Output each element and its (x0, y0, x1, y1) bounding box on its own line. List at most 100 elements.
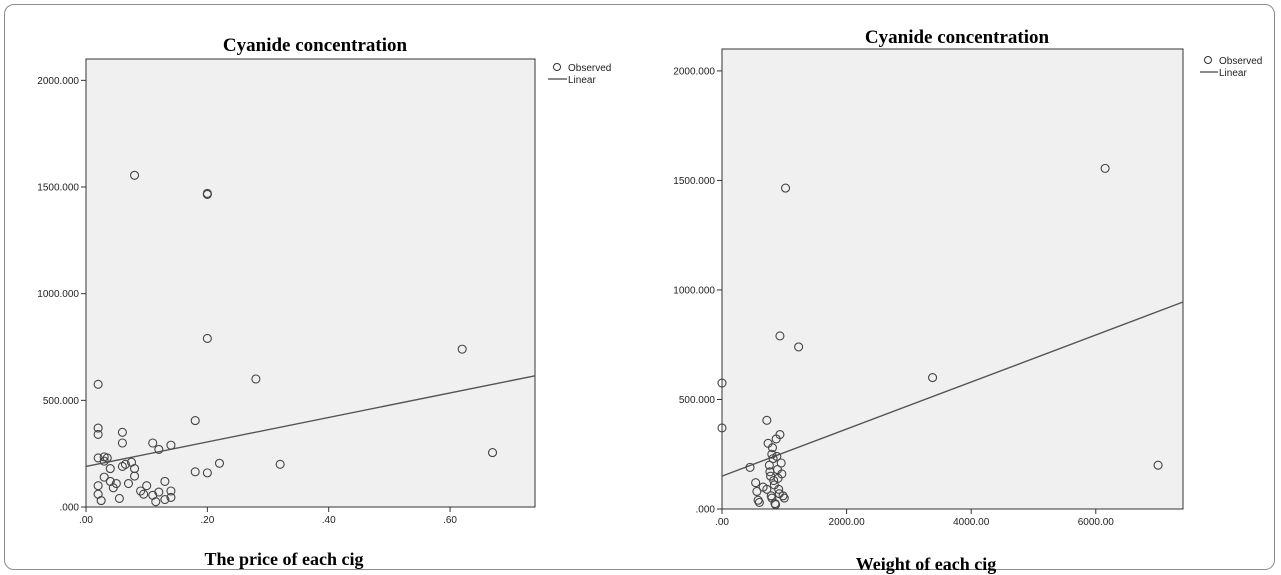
y-tick-label-right: 1500.000 (673, 176, 715, 187)
chart-title-right: Cyanide concentration (865, 27, 1050, 48)
observed-point-right (779, 493, 789, 503)
observed-point-right (778, 491, 788, 501)
observed-point-right (751, 478, 761, 488)
observed-point-right (774, 484, 784, 494)
observed-point-left (99, 472, 109, 482)
y-tick-label-left: .000 (60, 503, 80, 514)
observed-point-right (753, 495, 763, 505)
chart-marks-left: .000 500.000 1000.000 1500.000 2000.000 .00 .2… (37, 76, 536, 526)
x-axis-label-left: The price of each cig (205, 549, 364, 569)
observed-point-left (154, 487, 164, 497)
observed-point-left (190, 467, 200, 477)
observed-point-left (251, 374, 261, 384)
observed-point-left (105, 464, 115, 474)
observed-point-left (202, 333, 212, 344)
x-tick-label-left: .60 (443, 515, 457, 526)
observed-point-left (202, 468, 212, 478)
chart-left: Cyanide concentration The price of each … (37, 35, 611, 569)
observed-point-right (717, 378, 727, 388)
linear-fit-line-left (85, 375, 536, 468)
observed-point-left (123, 478, 134, 489)
observed-point-right (717, 423, 727, 433)
legend-observed-marker-left (553, 63, 561, 71)
observed-point-right (794, 342, 804, 352)
observed-point-left (190, 416, 200, 426)
observed-point-left (114, 493, 124, 504)
observed-point-left (160, 476, 170, 486)
y-tick-label-right: .000 (696, 505, 716, 516)
y-tick-label-left: 1000.000 (37, 289, 79, 300)
observed-point-left (148, 438, 158, 448)
observed-point-left (117, 461, 127, 472)
observed-point-right (1100, 163, 1110, 173)
observed-point-right (762, 484, 772, 494)
observed-point-left (457, 344, 467, 354)
observed-point-left (275, 459, 285, 469)
x-tick-label-left: .00 (79, 515, 93, 526)
x-tick-label-left: .40 (322, 515, 336, 526)
observed-point-right (775, 429, 785, 440)
observed-point-right (769, 475, 779, 486)
observed-point-right (772, 451, 782, 461)
plot-area-left (85, 58, 536, 508)
legend-observed-label-right: Observed (1219, 56, 1262, 67)
observed-point-left (117, 427, 127, 437)
observed-point-right (762, 415, 772, 425)
legend-right: Observed Linear (1200, 56, 1262, 79)
observed-point-right (767, 443, 778, 453)
observed-point-left (111, 478, 121, 489)
x-tick-label-right: .00 (715, 517, 729, 528)
observed-point-left (154, 444, 164, 454)
y-tick-label-left: 2000.000 (37, 76, 79, 87)
legend-observed-marker-right (1204, 56, 1212, 64)
y-tick-label-right: 500.000 (679, 395, 716, 406)
observed-point-left (129, 471, 140, 481)
legend-left: Observed Linear (548, 63, 611, 86)
observed-point-right (752, 486, 762, 497)
observed-point-right (776, 458, 786, 468)
observed-point-left (99, 456, 109, 466)
observed-point-left (117, 438, 127, 448)
observed-point-left (102, 453, 112, 463)
observed-point-left (93, 379, 103, 389)
y-tick-label-right: 2000.000 (673, 66, 715, 77)
observed-point-left (139, 489, 149, 499)
plot-area-right (721, 48, 1184, 510)
observed-point-right (771, 500, 781, 510)
figure-frame (4, 4, 1275, 570)
legend-linear-label-right: Linear (1219, 68, 1247, 79)
y-tick-label-left: 500.000 (43, 396, 80, 407)
observed-point-left (487, 448, 498, 458)
observed-point-left (93, 429, 103, 440)
x-tick-label-right: 6000.00 (1078, 517, 1115, 528)
observed-point-right (777, 469, 787, 479)
observed-point-left (96, 496, 106, 506)
observed-point-left (142, 481, 152, 491)
observed-point-right (745, 462, 755, 472)
legend-linear-label-left: Linear (568, 75, 596, 86)
x-tick-label-left: .20 (200, 515, 214, 526)
observed-point-right (775, 331, 785, 341)
observed-point-left (136, 486, 146, 496)
observed-point-left (93, 423, 103, 433)
observed-point-right (767, 449, 777, 459)
chart-marks-right: .000 500.000 1000.000 1500.000 2000.000 .00 20… (673, 66, 1184, 528)
observed-point-left (120, 459, 130, 469)
observed-point-left (214, 458, 225, 468)
x-axis-label-right: Weight of each cig (856, 554, 996, 574)
y-tick-label-right: 1000.000 (673, 285, 715, 296)
chart-title-left: Cyanide concentration (223, 35, 408, 56)
chart-right: Cyanide concentration Weight of each cig… (673, 27, 1262, 574)
observed-point-right (754, 497, 764, 507)
observed-point-left (160, 494, 170, 505)
linear-fit-line-right (721, 301, 1184, 477)
observed-point-left (166, 492, 176, 502)
observed-point-left (166, 486, 176, 496)
observed-point-right (780, 183, 791, 193)
observed-point-left (151, 497, 161, 507)
y-tick-label-left: 1500.000 (37, 183, 79, 194)
observed-point-right (1153, 460, 1163, 470)
observed-point-left (166, 440, 176, 450)
legend-observed-label-left: Observed (568, 63, 611, 74)
